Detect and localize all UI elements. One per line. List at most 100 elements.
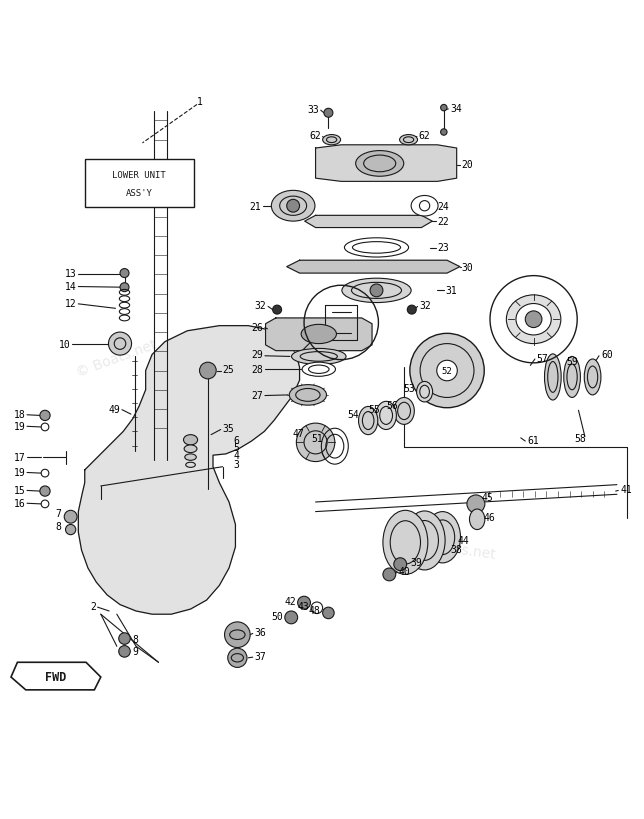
Polygon shape — [79, 326, 299, 614]
Ellipse shape — [417, 382, 433, 402]
Text: 52: 52 — [442, 367, 453, 376]
Circle shape — [120, 269, 129, 278]
Text: 16: 16 — [14, 498, 26, 508]
Text: 33: 33 — [307, 105, 319, 115]
Text: 62: 62 — [309, 131, 321, 141]
Circle shape — [526, 311, 542, 328]
Text: 57: 57 — [537, 353, 549, 364]
Text: 58: 58 — [574, 433, 586, 443]
Circle shape — [296, 423, 335, 462]
Text: ASS'Y: ASS'Y — [126, 189, 153, 198]
Circle shape — [118, 646, 130, 658]
Circle shape — [272, 305, 281, 314]
Text: 25: 25 — [223, 364, 234, 375]
Text: 20: 20 — [462, 160, 473, 170]
Circle shape — [228, 649, 247, 667]
Text: 36: 36 — [254, 627, 267, 637]
Text: 38: 38 — [450, 544, 462, 554]
Text: 40: 40 — [399, 566, 411, 576]
Ellipse shape — [516, 304, 551, 336]
Ellipse shape — [184, 435, 198, 446]
Text: 28: 28 — [251, 364, 263, 375]
Text: 43: 43 — [298, 602, 309, 612]
Text: 22: 22 — [437, 217, 449, 227]
Text: 1: 1 — [197, 97, 203, 107]
Text: 46: 46 — [484, 512, 495, 522]
Text: 37: 37 — [254, 651, 267, 661]
Text: 26: 26 — [251, 323, 263, 333]
Text: 45: 45 — [481, 493, 493, 503]
Ellipse shape — [355, 152, 404, 177]
Polygon shape — [11, 663, 100, 690]
Bar — [85, 160, 194, 208]
Ellipse shape — [545, 355, 561, 400]
Text: 19: 19 — [14, 421, 26, 431]
Circle shape — [118, 633, 130, 645]
Circle shape — [108, 333, 131, 355]
Text: 23: 23 — [437, 243, 449, 253]
Circle shape — [383, 568, 396, 581]
Text: 35: 35 — [223, 423, 234, 434]
Text: 53: 53 — [403, 384, 415, 394]
Circle shape — [285, 611, 298, 624]
Ellipse shape — [424, 512, 460, 563]
Text: 32: 32 — [254, 301, 266, 310]
Ellipse shape — [564, 357, 580, 398]
Circle shape — [410, 334, 484, 408]
Ellipse shape — [411, 197, 438, 217]
Text: 47: 47 — [292, 429, 304, 439]
Circle shape — [437, 361, 457, 382]
Polygon shape — [265, 319, 372, 351]
Ellipse shape — [345, 238, 408, 258]
Circle shape — [66, 525, 76, 535]
Circle shape — [370, 285, 383, 297]
Text: 44: 44 — [458, 536, 469, 545]
Ellipse shape — [292, 349, 346, 365]
Ellipse shape — [506, 296, 561, 344]
Text: 32: 32 — [419, 301, 431, 310]
Polygon shape — [287, 261, 460, 274]
Text: 7: 7 — [55, 509, 61, 518]
Text: 50: 50 — [272, 611, 283, 622]
Text: 4: 4 — [234, 450, 240, 460]
Text: 14: 14 — [65, 282, 77, 292]
Text: 49: 49 — [108, 405, 120, 414]
Text: 60: 60 — [601, 350, 612, 360]
Text: 17: 17 — [14, 453, 26, 463]
Circle shape — [287, 200, 299, 213]
Circle shape — [407, 305, 416, 314]
Text: 41: 41 — [620, 485, 632, 495]
Ellipse shape — [185, 455, 196, 461]
Circle shape — [440, 106, 447, 111]
Circle shape — [64, 511, 77, 523]
Text: 5: 5 — [234, 443, 240, 453]
Ellipse shape — [184, 446, 197, 453]
Ellipse shape — [342, 278, 411, 303]
Ellipse shape — [394, 398, 414, 425]
Text: 10: 10 — [59, 339, 71, 349]
Text: 2: 2 — [90, 602, 97, 612]
Ellipse shape — [185, 463, 195, 468]
Circle shape — [120, 283, 129, 292]
Circle shape — [394, 558, 406, 571]
Text: 51: 51 — [312, 433, 323, 443]
Circle shape — [467, 495, 485, 514]
Text: 29: 29 — [251, 350, 263, 360]
Ellipse shape — [301, 325, 336, 344]
Text: 34: 34 — [450, 103, 462, 114]
Text: © Boats.net: © Boats.net — [75, 337, 159, 379]
Circle shape — [298, 596, 310, 609]
Text: 56: 56 — [386, 400, 397, 410]
Text: 24: 24 — [437, 201, 449, 211]
Text: 21: 21 — [249, 201, 261, 211]
Text: 42: 42 — [285, 596, 296, 607]
Text: 59: 59 — [567, 356, 578, 366]
Ellipse shape — [469, 509, 485, 530]
Circle shape — [440, 129, 447, 136]
Text: FWD: FWD — [45, 670, 66, 683]
Text: 61: 61 — [527, 435, 539, 446]
Text: 31: 31 — [446, 286, 457, 296]
Circle shape — [324, 109, 333, 118]
Ellipse shape — [404, 511, 445, 570]
Text: 39: 39 — [410, 557, 422, 567]
